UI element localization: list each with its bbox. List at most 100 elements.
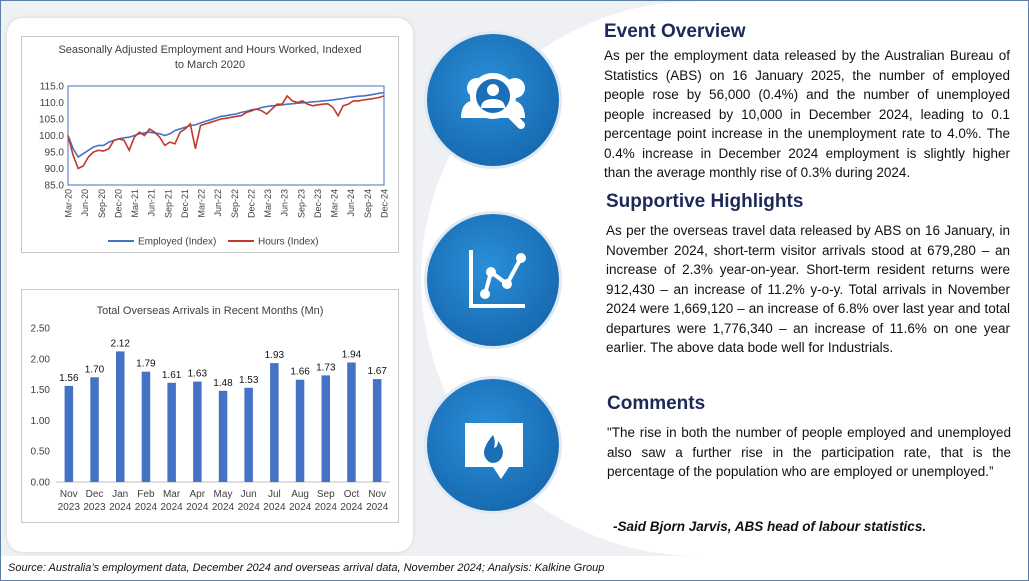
chart-title-line-1: Seasonally Adjusted Employment and Hours… — [58, 44, 361, 56]
x-tick-label: Jun-22 — [213, 189, 223, 217]
series-line — [67, 94, 385, 170]
x-tick-label: Dec-22 — [246, 189, 256, 218]
y-tick-label: 0.50 — [31, 447, 51, 458]
bar — [167, 382, 176, 482]
x-tick-year: 2023 — [58, 502, 81, 513]
y-tick-label: 90.0 — [45, 164, 65, 175]
legend-label: Employed (Index) — [138, 237, 216, 248]
data-label: 2.12 — [110, 338, 130, 349]
bar — [218, 390, 228, 482]
x-tick-label: Sep-20 — [97, 189, 107, 218]
y-tick-label: 2.50 — [31, 324, 51, 335]
bar — [372, 379, 382, 482]
x-tick-label: Sep-21 — [163, 189, 173, 218]
bar — [321, 375, 330, 482]
bar — [270, 363, 279, 482]
x-tick-label: Dec-24 — [380, 189, 390, 218]
x-tick-year: 2024 — [109, 502, 132, 513]
bar — [141, 371, 151, 482]
bar — [116, 351, 125, 482]
x-tick-label: Sep-23 — [296, 189, 306, 218]
x-tick-month: Jan — [112, 489, 128, 500]
x-tick-month: Aug — [291, 489, 309, 500]
x-tick-month: Oct — [344, 489, 360, 500]
arrivals-chart: Total Overseas Arrivals in Recent Months… — [21, 289, 399, 523]
y-tick-label: 100.0 — [39, 131, 64, 142]
source-note: Source: Australia’s employment data, Dec… — [8, 562, 605, 574]
employment-chart-svg: Seasonally Adjusted Employment and Hours… — [39, 44, 390, 248]
y-tick-label: 115.0 — [40, 82, 65, 93]
speech-bubble-flame-icon — [427, 379, 559, 511]
data-label: 1.53 — [239, 375, 259, 386]
people-search-icon — [427, 34, 559, 166]
data-label: 1.63 — [188, 369, 208, 380]
supportive-highlights-title: Supportive Highlights — [606, 191, 804, 212]
x-tick-year: 2024 — [289, 502, 312, 513]
comments-quote: "The rise in both the number of people e… — [607, 425, 1011, 479]
y-tick-label: 0.00 — [31, 478, 51, 489]
bar — [90, 377, 99, 482]
data-label: 1.94 — [342, 350, 362, 361]
x-tick-label: Jun-20 — [80, 189, 90, 217]
data-label: 1.79 — [136, 359, 156, 370]
employment-chart: Seasonally Adjusted Employment and Hours… — [21, 36, 399, 253]
footer — [1, 556, 1028, 580]
data-label: 1.48 — [213, 378, 233, 389]
x-tick-label: Sep-24 — [363, 189, 373, 218]
data-label: 1.70 — [85, 364, 105, 375]
x-tick-label: Dec-23 — [313, 189, 323, 218]
x-tick-label: Mar-23 — [263, 189, 273, 218]
y-tick-label: 105.0 — [39, 115, 64, 126]
data-label: 1.56 — [59, 373, 79, 384]
series-line — [67, 91, 385, 159]
event-overview-title: Event Overview — [604, 21, 746, 42]
comments-title: Comments — [607, 393, 706, 414]
chart-title: Total Overseas Arrivals in Recent Months… — [97, 305, 324, 317]
data-label: 1.67 — [367, 366, 387, 377]
x-tick-month: Jul — [268, 489, 281, 500]
x-tick-year: 2023 — [83, 502, 106, 513]
bar — [64, 385, 74, 482]
plot-border — [67, 85, 385, 186]
x-tick-year: 2024 — [186, 502, 209, 513]
event-overview-text: As per the employment data released by t… — [604, 48, 1010, 180]
x-tick-label: Mar-24 — [330, 189, 340, 218]
y-tick-label: 1.50 — [31, 385, 51, 396]
x-tick-label: Dec-20 — [113, 189, 123, 218]
y-tick-label: 1.00 — [31, 416, 51, 427]
x-tick-month: Dec — [86, 489, 104, 500]
bar — [347, 362, 356, 482]
y-tick-label: 2.00 — [31, 354, 51, 365]
data-label: 1.61 — [162, 370, 182, 381]
x-tick-label: Jun-24 — [346, 189, 356, 217]
x-tick-label: Sep-22 — [230, 189, 240, 218]
x-tick-month: Jun — [241, 489, 257, 500]
x-tick-year: 2024 — [366, 502, 389, 513]
x-tick-month: May — [214, 489, 233, 500]
bar — [193, 381, 202, 482]
x-tick-month: Nov — [60, 489, 78, 500]
x-tick-year: 2024 — [340, 502, 363, 513]
chart-title-line-2: to March 2020 — [175, 59, 245, 71]
supportive-highlights-text: As per the overseas travel data released… — [606, 223, 1010, 355]
legend-label: Hours (Index) — [258, 237, 319, 248]
x-tick-label: Dec-21 — [180, 189, 190, 218]
data-label: 1.73 — [316, 362, 336, 373]
x-tick-label: Mar-22 — [197, 189, 207, 218]
quote-author: -Said Bjorn Jarvis, ABS head of labour s… — [613, 519, 927, 534]
x-tick-year: 2024 — [160, 502, 183, 513]
x-tick-month: Sep — [317, 489, 335, 500]
x-tick-year: 2024 — [315, 502, 338, 513]
x-tick-label: Jun-21 — [147, 189, 157, 217]
x-tick-year: 2024 — [238, 502, 261, 513]
x-tick-month: Nov — [368, 489, 386, 500]
x-tick-month: Apr — [190, 489, 206, 500]
x-tick-label: Jun-23 — [280, 189, 290, 217]
bar — [295, 379, 305, 482]
line-chart-icon — [427, 214, 559, 346]
y-tick-label: 110.0 — [40, 98, 65, 109]
x-tick-month: Mar — [163, 489, 181, 500]
x-tick-month: Feb — [137, 489, 155, 500]
y-tick-label: 85.0 — [45, 181, 65, 192]
